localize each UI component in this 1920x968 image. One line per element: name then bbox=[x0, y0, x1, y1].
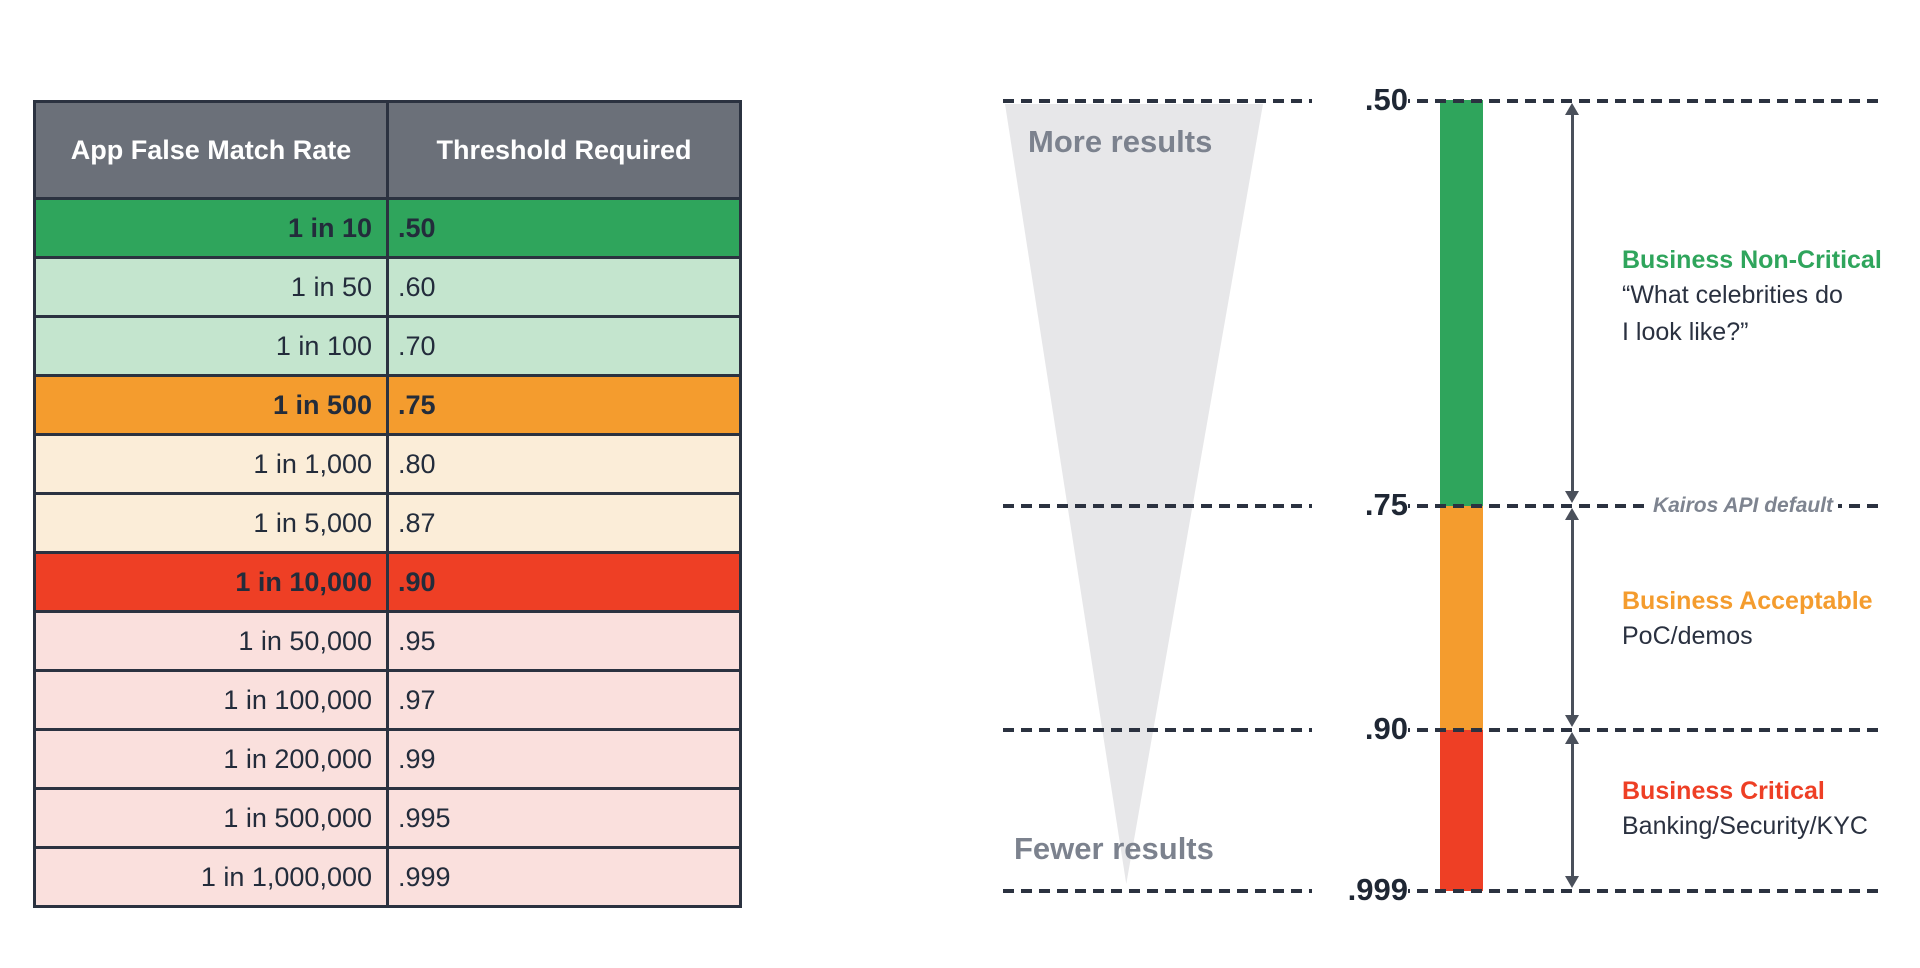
bar-segment-acceptable bbox=[1440, 506, 1483, 730]
rate-cell: 1 in 1,000 bbox=[33, 433, 389, 495]
kairos-api-default-label: Kairos API default bbox=[1648, 489, 1838, 523]
threshold-cell: .97 bbox=[386, 669, 742, 731]
arrowhead-down-icon bbox=[1565, 876, 1579, 888]
annotation-title: Business Acceptable bbox=[1622, 587, 1873, 615]
more-results-label: More results bbox=[1028, 124, 1213, 159]
bar-segment-critical bbox=[1440, 730, 1483, 891]
dashed-line-999 bbox=[1003, 889, 1880, 893]
threshold-cell: .70 bbox=[386, 315, 742, 377]
arrowhead-up-icon bbox=[1565, 103, 1579, 115]
threshold-cell: .75 bbox=[386, 374, 742, 436]
table-row: 1 in 10,000 .90 bbox=[33, 551, 742, 613]
rate-cell: 1 in 100 bbox=[33, 315, 389, 377]
annotation-acceptable: Business Acceptable PoC/demos bbox=[1622, 584, 1873, 655]
threshold-cell: .995 bbox=[386, 787, 742, 849]
arrow-line bbox=[1570, 113, 1574, 493]
range-arrow-acceptable bbox=[1564, 508, 1580, 727]
rate-cell: 1 in 5,000 bbox=[33, 492, 389, 554]
annotation-line: Banking/Security/KYC bbox=[1622, 812, 1868, 840]
table-row: 1 in 100 .70 bbox=[33, 315, 742, 377]
arrowhead-down-icon bbox=[1565, 491, 1579, 503]
table-row: 1 in 500 .75 bbox=[33, 374, 742, 436]
annotation-title: Business Non-Critical bbox=[1622, 246, 1882, 274]
results-funnel-shape bbox=[1005, 104, 1263, 884]
table-header-row: App False Match Rate Threshold Required bbox=[33, 100, 742, 200]
rate-cell: 1 in 50 bbox=[33, 256, 389, 318]
annotation-line: PoC/demos bbox=[1622, 622, 1753, 650]
threshold-cell: .90 bbox=[386, 551, 742, 613]
table-row: 1 in 50,000 .95 bbox=[33, 610, 742, 672]
arrowhead-down-icon bbox=[1565, 715, 1579, 727]
fewer-results-label: Fewer results bbox=[1014, 831, 1214, 866]
dashed-line-50 bbox=[1003, 99, 1880, 103]
rate-cell: 1 in 200,000 bbox=[33, 728, 389, 790]
threshold-color-bar bbox=[1440, 100, 1483, 891]
bar-segment-non-critical bbox=[1440, 100, 1483, 506]
annotation-line: “What celebrities do bbox=[1622, 281, 1843, 309]
rate-cell: 1 in 500 bbox=[33, 374, 389, 436]
tick-label-999: .999 bbox=[1312, 869, 1408, 911]
table-row: 1 in 50 .60 bbox=[33, 256, 742, 318]
column-header-rate: App False Match Rate bbox=[33, 100, 389, 200]
annotation-non-critical: Business Non-Critical “What celebrities … bbox=[1622, 243, 1882, 351]
tick-label-50: .50 bbox=[1312, 79, 1408, 121]
range-arrow-non-critical bbox=[1564, 103, 1580, 503]
arrowhead-up-icon bbox=[1565, 508, 1579, 520]
arrow-line bbox=[1570, 518, 1574, 717]
rate-cell: 1 in 10,000 bbox=[33, 551, 389, 613]
table-row: 1 in 1,000,000 .999 bbox=[33, 846, 742, 908]
tick-label-75: .75 bbox=[1312, 484, 1408, 526]
annotation-line: I look like?” bbox=[1622, 318, 1749, 346]
range-arrow-critical bbox=[1564, 732, 1580, 888]
table-row: 1 in 1,000 .80 bbox=[33, 433, 742, 495]
false-match-rate-table: App False Match Rate Threshold Required … bbox=[33, 100, 742, 908]
table-row: 1 in 10 .50 bbox=[33, 197, 742, 259]
table-row: 1 in 100,000 .97 bbox=[33, 669, 742, 731]
arrow-line bbox=[1570, 742, 1574, 878]
threshold-cell: .87 bbox=[386, 492, 742, 554]
threshold-cell: .99 bbox=[386, 728, 742, 790]
rate-cell: 1 in 500,000 bbox=[33, 787, 389, 849]
annotation-critical: Business Critical Banking/Security/KYC bbox=[1622, 774, 1868, 845]
rate-cell: 1 in 1,000,000 bbox=[33, 846, 389, 908]
table-row: 1 in 5,000 .87 bbox=[33, 492, 742, 554]
table-row: 1 in 500,000 .995 bbox=[33, 787, 742, 849]
threshold-cell: .999 bbox=[386, 846, 742, 908]
threshold-cell: .80 bbox=[386, 433, 742, 495]
rate-cell: 1 in 10 bbox=[33, 197, 389, 259]
rate-cell: 1 in 100,000 bbox=[33, 669, 389, 731]
annotation-title: Business Critical bbox=[1622, 777, 1825, 805]
rate-cell: 1 in 50,000 bbox=[33, 610, 389, 672]
table-row: 1 in 200,000 .99 bbox=[33, 728, 742, 790]
tick-label-90: .90 bbox=[1312, 708, 1408, 750]
threshold-cell: .95 bbox=[386, 610, 742, 672]
threshold-cell: .50 bbox=[386, 197, 742, 259]
dashed-line-90 bbox=[1003, 728, 1880, 732]
arrowhead-up-icon bbox=[1565, 732, 1579, 744]
column-header-threshold: Threshold Required bbox=[386, 100, 742, 200]
threshold-cell: .60 bbox=[386, 256, 742, 318]
dashed-line-75 bbox=[1003, 504, 1880, 508]
